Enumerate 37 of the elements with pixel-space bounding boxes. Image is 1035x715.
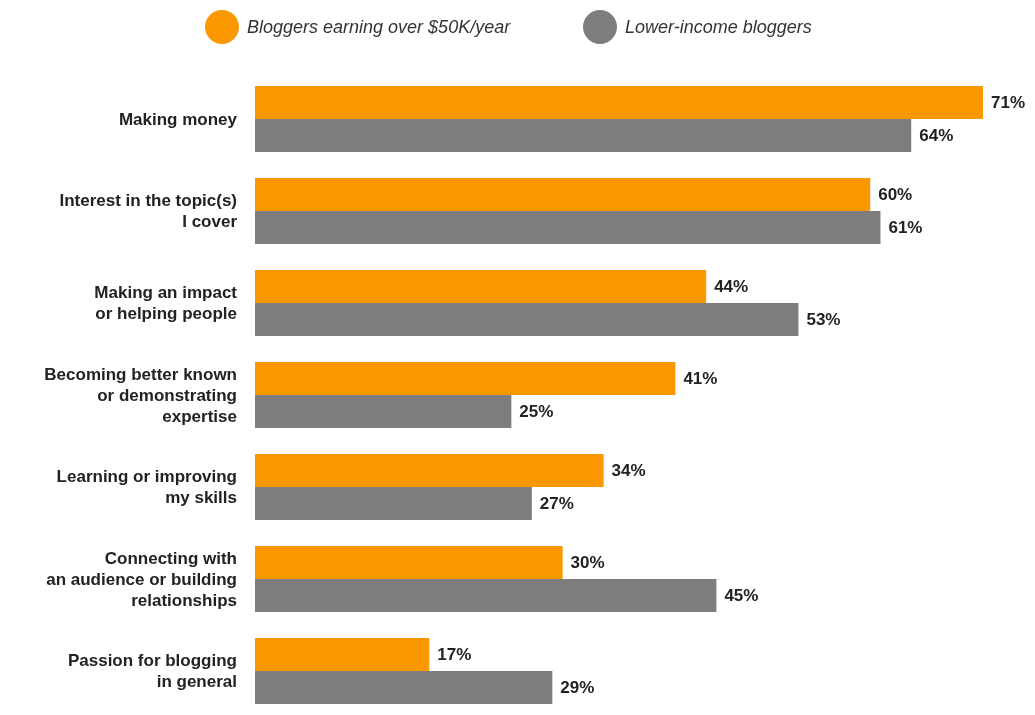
bar <box>255 395 512 428</box>
data-label: 60% <box>878 185 913 205</box>
data-label: 17% <box>437 645 472 665</box>
bar <box>255 119 912 152</box>
bar <box>255 362 676 395</box>
bar <box>255 86 983 119</box>
y-tick-label: Making money <box>118 109 238 129</box>
data-label: 34% <box>611 461 646 481</box>
bar <box>255 546 563 579</box>
bar <box>255 579 717 612</box>
data-label: 27% <box>539 494 574 514</box>
data-label: 25% <box>519 402 554 422</box>
legend-label: Lower-income bloggers <box>625 17 812 38</box>
bar <box>255 211 881 244</box>
bar <box>255 270 707 303</box>
bar <box>255 487 532 520</box>
data-label: 64% <box>919 126 954 146</box>
bar <box>255 303 799 336</box>
bar <box>255 671 553 704</box>
data-label: 53% <box>806 310 841 330</box>
y-tick-label: Interest in the topic(s) I cover <box>59 191 238 232</box>
data-label: 44% <box>714 277 749 297</box>
data-label: 71% <box>991 93 1026 113</box>
y-tick-label: Learning or improving my skills <box>56 467 237 508</box>
data-label: 41% <box>683 369 718 389</box>
data-label: 61% <box>888 218 923 238</box>
y-tick-label: Passion for blogging in general <box>67 651 237 692</box>
bar <box>255 638 430 671</box>
data-label: 29% <box>560 678 595 698</box>
y-tick-label: Making an impact or helping people <box>94 283 238 324</box>
data-label: 30% <box>570 553 605 573</box>
y-tick-label: Becoming better known or demonstrating expertise <box>44 364 237 426</box>
legend-label: Bloggers earning over $50K/year <box>247 17 512 38</box>
bar <box>255 454 604 487</box>
y-tick-label: Connecting with an audience or building relationships <box>46 548 237 610</box>
bar <box>255 178 871 211</box>
data-label: 45% <box>724 586 759 606</box>
